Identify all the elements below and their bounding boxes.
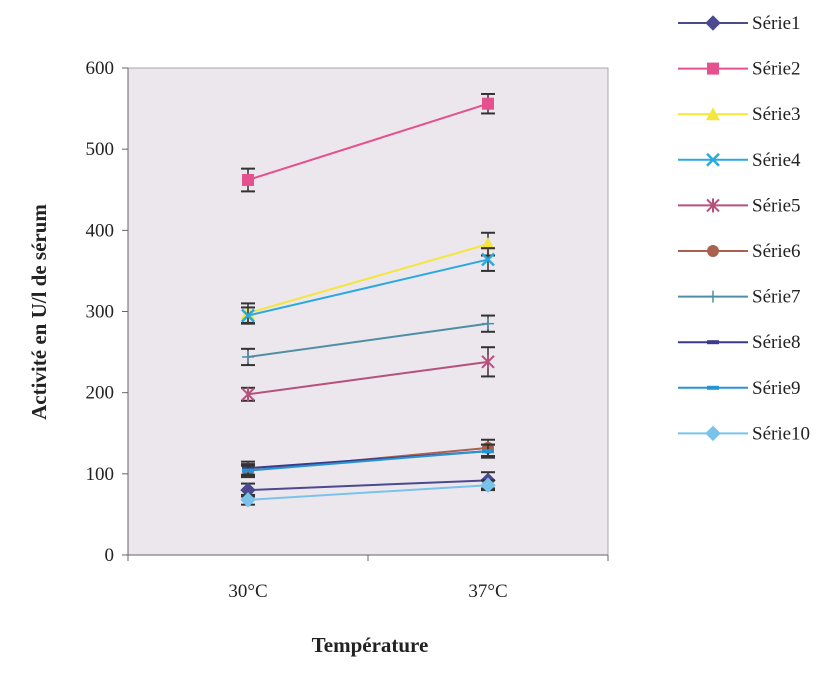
- legend-marker: [707, 62, 719, 75]
- data-point: [242, 174, 254, 187]
- legend-item: Série2: [678, 59, 801, 80]
- series-line: [247, 360, 489, 396]
- data-point: [242, 350, 254, 363]
- x-tick-label: 30°C: [228, 581, 267, 602]
- y-tick-label: 100: [86, 464, 115, 485]
- series-7: [241, 314, 495, 367]
- y-axis-title: Activité en U/l de sérum: [27, 204, 51, 420]
- y-tick-label: 0: [105, 545, 115, 566]
- legend-label: Série6: [752, 241, 801, 262]
- legend-label: Série5: [752, 195, 801, 216]
- series-line: [247, 322, 489, 358]
- legend-marker: [706, 152, 720, 167]
- legend: Série1 Série2 Série3 Série4 Série5 Série6 Séri…: [678, 13, 810, 444]
- series-line: [247, 102, 489, 181]
- data-point: [241, 308, 255, 323]
- data-point: [481, 237, 495, 251]
- legend-marker: [706, 198, 720, 213]
- data-point: [482, 97, 494, 110]
- legend-label: Série4: [752, 150, 801, 171]
- y-tick-label: 600: [86, 58, 115, 79]
- legend-item: Série5: [678, 195, 801, 216]
- y-tick-label: 500: [86, 139, 115, 160]
- legend-item: Série4: [678, 150, 801, 171]
- plot-background: [127, 67, 609, 556]
- legend-item: Série9: [678, 378, 801, 399]
- legend-item: Série3: [678, 104, 801, 125]
- legend-item: Série6: [678, 241, 801, 262]
- data-point: [242, 468, 254, 473]
- legend-marker: [705, 15, 721, 31]
- data-point: [241, 387, 255, 402]
- x-axis-title: Température: [312, 633, 429, 657]
- y-tick-label: 400: [86, 220, 115, 241]
- series-line: [247, 479, 489, 492]
- legend-marker: [707, 290, 719, 303]
- legend-item: Série10: [678, 423, 810, 444]
- legend-marker: [707, 245, 719, 257]
- series-line: [247, 258, 489, 317]
- legend-marker: [705, 425, 721, 442]
- series-line: [247, 243, 489, 315]
- data-point: [482, 317, 494, 330]
- legend-item: Série8: [678, 332, 801, 353]
- data-point: [480, 477, 496, 493]
- y-tick-label: 300: [86, 302, 115, 323]
- series-9: [241, 443, 495, 477]
- series-layer: [240, 92, 496, 508]
- y-axis: 0 100 200 300 400 500 600: [86, 58, 129, 566]
- legend-label: Série3: [752, 104, 801, 125]
- legend-item: Série7: [678, 287, 801, 308]
- plot-area: [127, 67, 609, 556]
- legend-item: Série1: [678, 13, 801, 34]
- legend-label: Série7: [752, 287, 801, 308]
- series-line: [247, 484, 489, 501]
- series-4: [241, 247, 495, 325]
- series-line: [247, 450, 489, 472]
- series-5: [241, 346, 495, 402]
- legend-label: Série10: [752, 423, 810, 444]
- legend-marker: [707, 385, 719, 390]
- legend-label: Série9: [752, 378, 801, 399]
- legend-label: Série1: [752, 13, 801, 34]
- series-2: [241, 92, 495, 193]
- data-point: [482, 449, 494, 454]
- series-10: [240, 477, 496, 508]
- y-tick-label: 200: [86, 383, 115, 404]
- data-point: [240, 492, 256, 508]
- data-point: [481, 354, 495, 369]
- legend-label: Série2: [752, 59, 801, 80]
- data-point: [481, 252, 495, 267]
- legend-label: Série8: [752, 332, 801, 353]
- x-tick-label: 37°C: [468, 581, 507, 602]
- x-axis: 30°C 37°C: [127, 554, 609, 602]
- legend-marker: [706, 107, 720, 121]
- legend-marker: [707, 340, 719, 345]
